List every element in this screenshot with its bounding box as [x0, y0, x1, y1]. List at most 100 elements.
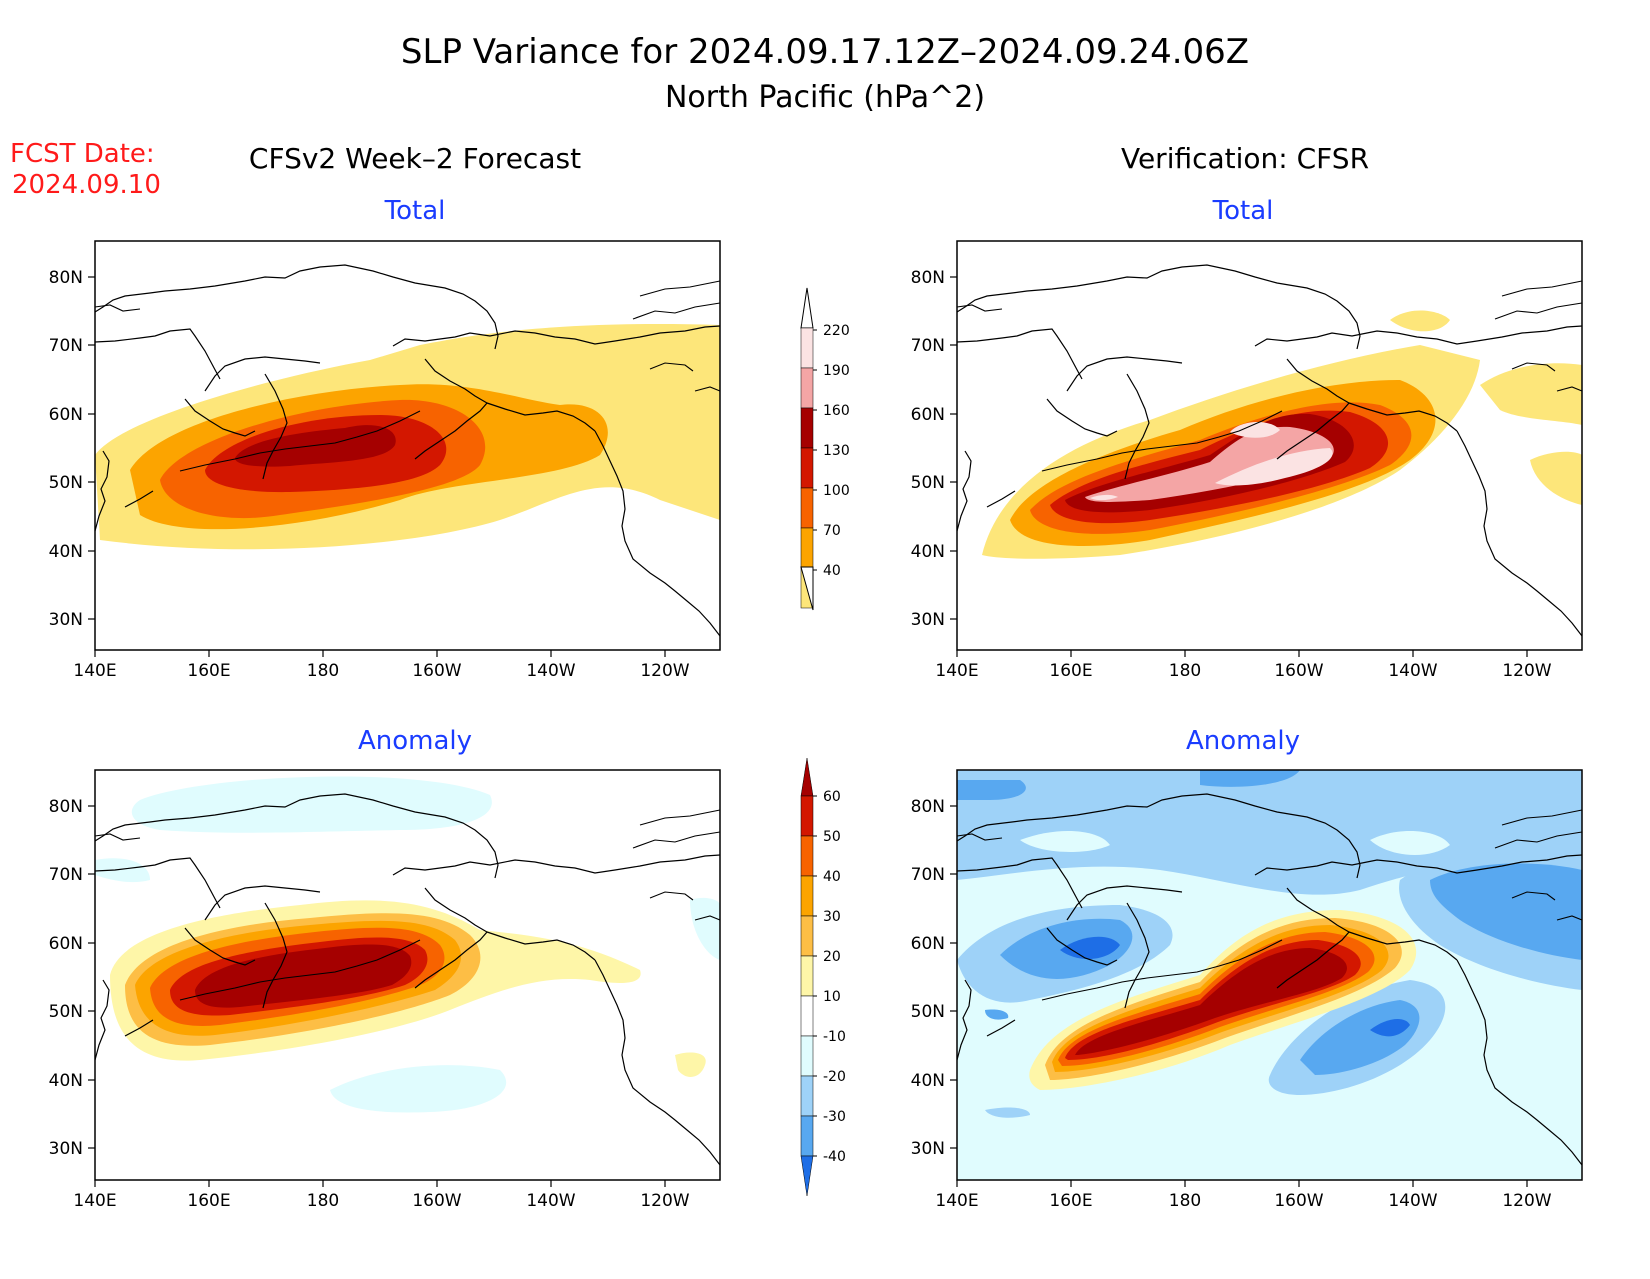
verification-total-lon-label: 160E — [1049, 661, 1092, 681]
map-axes: 80N 70N 60N 50N 40N 30N 140E 160E 180 160W 140W 120… — [49, 268, 1552, 1211]
colorbar-total-label: 70 — [823, 523, 841, 539]
colorbar-anomaly-label: 20 — [823, 949, 841, 965]
forecast-column-title: CFSv2 Week–2 Forecast — [249, 142, 581, 175]
forecast-anomaly-map — [94, 769, 721, 1181]
verification-total-lon-label: 140E — [935, 661, 978, 681]
forecast-anomaly-lon-label: 140E — [73, 1191, 116, 1211]
colorbar-anomaly-top-arrow — [800, 757, 814, 797]
forecast-anomaly-lon-label: 160E — [187, 1191, 230, 1211]
verification-total-lat-label: 50N — [911, 473, 945, 493]
colorbar-anomaly-label: -10 — [823, 1029, 846, 1045]
colorbar-anomaly-label: 60 — [823, 789, 841, 805]
colorbar-anomaly-swatch — [800, 1035, 814, 1077]
verification-total-lat-label: 40N — [911, 542, 945, 562]
colorbar-anomaly: 60 50 40 30 20 10 -10 -20 -30 -40 — [800, 757, 846, 1197]
verification-anomaly-lat-label: 60N — [911, 934, 945, 954]
forecast-total-lat-label: 80N — [49, 268, 83, 288]
colorbar-total-label: 220 — [823, 323, 850, 339]
colorbar-total-label: 160 — [823, 403, 850, 419]
colorbar-anomaly-swatch — [800, 795, 814, 837]
forecast-anomaly-lat-label: 40N — [49, 1071, 83, 1091]
forecast-total-lat-label: 60N — [49, 405, 83, 425]
colorbar-anomaly-swatch — [800, 995, 814, 1037]
colorbar-total-swatch — [800, 407, 814, 449]
verification-anomaly-lon-label: 160W — [1274, 1191, 1323, 1211]
colorbar-anomaly-label: -30 — [823, 1109, 846, 1125]
forecast-anomaly-lat-label: 60N — [49, 934, 83, 954]
verification-total-lon-label: 120W — [1502, 661, 1551, 681]
verification-anomaly-lat-label: 80N — [911, 797, 945, 817]
colorbar-total: 220 190 160 130 100 70 40 — [800, 287, 850, 611]
colorbar-anomaly-swatch — [800, 1075, 814, 1117]
verification-anomaly-lat-label: 50N — [911, 1002, 945, 1022]
forecast-total-lon-label: 160E — [187, 661, 230, 681]
verification-total-lon-label: 160W — [1274, 661, 1323, 681]
forecast-anomaly-lat-label: 70N — [49, 865, 83, 885]
colorbar-total-swatch — [800, 527, 814, 569]
colorbar-total-swatch — [800, 367, 814, 409]
verification-anomaly-lat-label: 30N — [911, 1139, 945, 1159]
forecast-anomaly-lon-label: 160W — [412, 1191, 461, 1211]
colorbar-anomaly-label: -40 — [823, 1149, 846, 1165]
colorbar-anomaly-swatch — [800, 875, 814, 917]
colorbar-total-label: 100 — [823, 483, 850, 499]
verification-anomaly-lon-label: 160E — [1049, 1191, 1092, 1211]
forecast-total-title: Total — [384, 196, 446, 226]
forecast-anomaly-title: Anomaly — [358, 726, 472, 756]
forecast-anomaly-lat-label: 80N — [49, 797, 83, 817]
forecast-total-lon-label: 180 — [307, 661, 339, 681]
main-title: SLP Variance for 2024.09.17.12Z–2024.09.… — [401, 32, 1249, 72]
forecast-total-lat-label: 40N — [49, 542, 83, 562]
verification-total-lat-label: 30N — [911, 610, 945, 630]
verification-total-lon-label: 140W — [1388, 661, 1437, 681]
verification-anomaly-title: Anomaly — [1186, 726, 1300, 756]
verification-anomaly-lon-label: 140E — [935, 1191, 978, 1211]
verification-anomaly-lat-label: 40N — [911, 1071, 945, 1091]
verification-anomaly-lon-label: 180 — [1169, 1191, 1201, 1211]
forecast-anomaly-lat-label: 50N — [49, 1002, 83, 1022]
colorbar-anomaly-swatch — [800, 915, 814, 957]
verification-total-lat-label: 60N — [911, 405, 945, 425]
colorbar-anomaly-swatch — [800, 835, 814, 877]
forecast-total-lon-label: 140W — [526, 661, 575, 681]
verification-total-title: Total — [1212, 196, 1274, 226]
colorbar-anomaly-label: 30 — [823, 909, 841, 925]
forecast-total-lat-label: 30N — [49, 610, 83, 630]
forecast-anomaly-lon-label: 120W — [640, 1191, 689, 1211]
forecast-anomaly-lat-label: 30N — [49, 1139, 83, 1159]
verification-total-lat-label: 80N — [911, 268, 945, 288]
colorbar-total-label: 130 — [823, 443, 850, 459]
colorbar-anomaly-label: -20 — [823, 1069, 846, 1085]
verification-total-map — [956, 240, 1583, 651]
colorbar-anomaly-swatch — [800, 955, 814, 997]
colorbar-total-swatch — [800, 447, 814, 489]
forecast-total-lon-label: 160W — [412, 661, 461, 681]
verification-anomaly-lon-label: 120W — [1502, 1191, 1551, 1211]
colorbar-total-swatch — [800, 487, 814, 529]
colorbar-total-label: 40 — [823, 563, 841, 579]
colorbar-total-swatch — [800, 327, 814, 369]
fcst-date-label: FCST Date: — [10, 139, 155, 169]
colorbar-anomaly-label: 50 — [823, 829, 841, 845]
colorbar-anomaly-bottom-arrow — [800, 1155, 814, 1197]
verification-column-title: Verification: CFSR — [1121, 142, 1369, 175]
forecast-total-lat-label: 70N — [49, 336, 83, 356]
forecast-total-lat-label: 50N — [49, 473, 83, 493]
verification-anomaly-map — [956, 769, 1583, 1181]
verification-anomaly-lat-label: 70N — [911, 865, 945, 885]
colorbar-anomaly-swatch — [800, 1115, 814, 1157]
fcst-date-value: 2024.09.10 — [12, 170, 161, 200]
colorbar-total-label: 190 — [823, 363, 850, 379]
forecast-anomaly-lon-label: 140W — [526, 1191, 575, 1211]
forecast-total-lon-label: 120W — [640, 661, 689, 681]
verification-anomaly-lon-label: 140W — [1388, 1191, 1437, 1211]
colorbar-anomaly-label: 10 — [823, 989, 841, 1005]
forecast-total-lon-label: 140E — [73, 661, 116, 681]
forecast-anomaly-lon-label: 180 — [307, 1191, 339, 1211]
colorbar-anomaly-label: 40 — [823, 869, 841, 885]
main-subtitle: North Pacific (hPa^2) — [665, 80, 985, 115]
verification-total-lat-label: 70N — [911, 336, 945, 356]
forecast-total-map — [94, 240, 721, 651]
verification-total-lon-label: 180 — [1169, 661, 1201, 681]
